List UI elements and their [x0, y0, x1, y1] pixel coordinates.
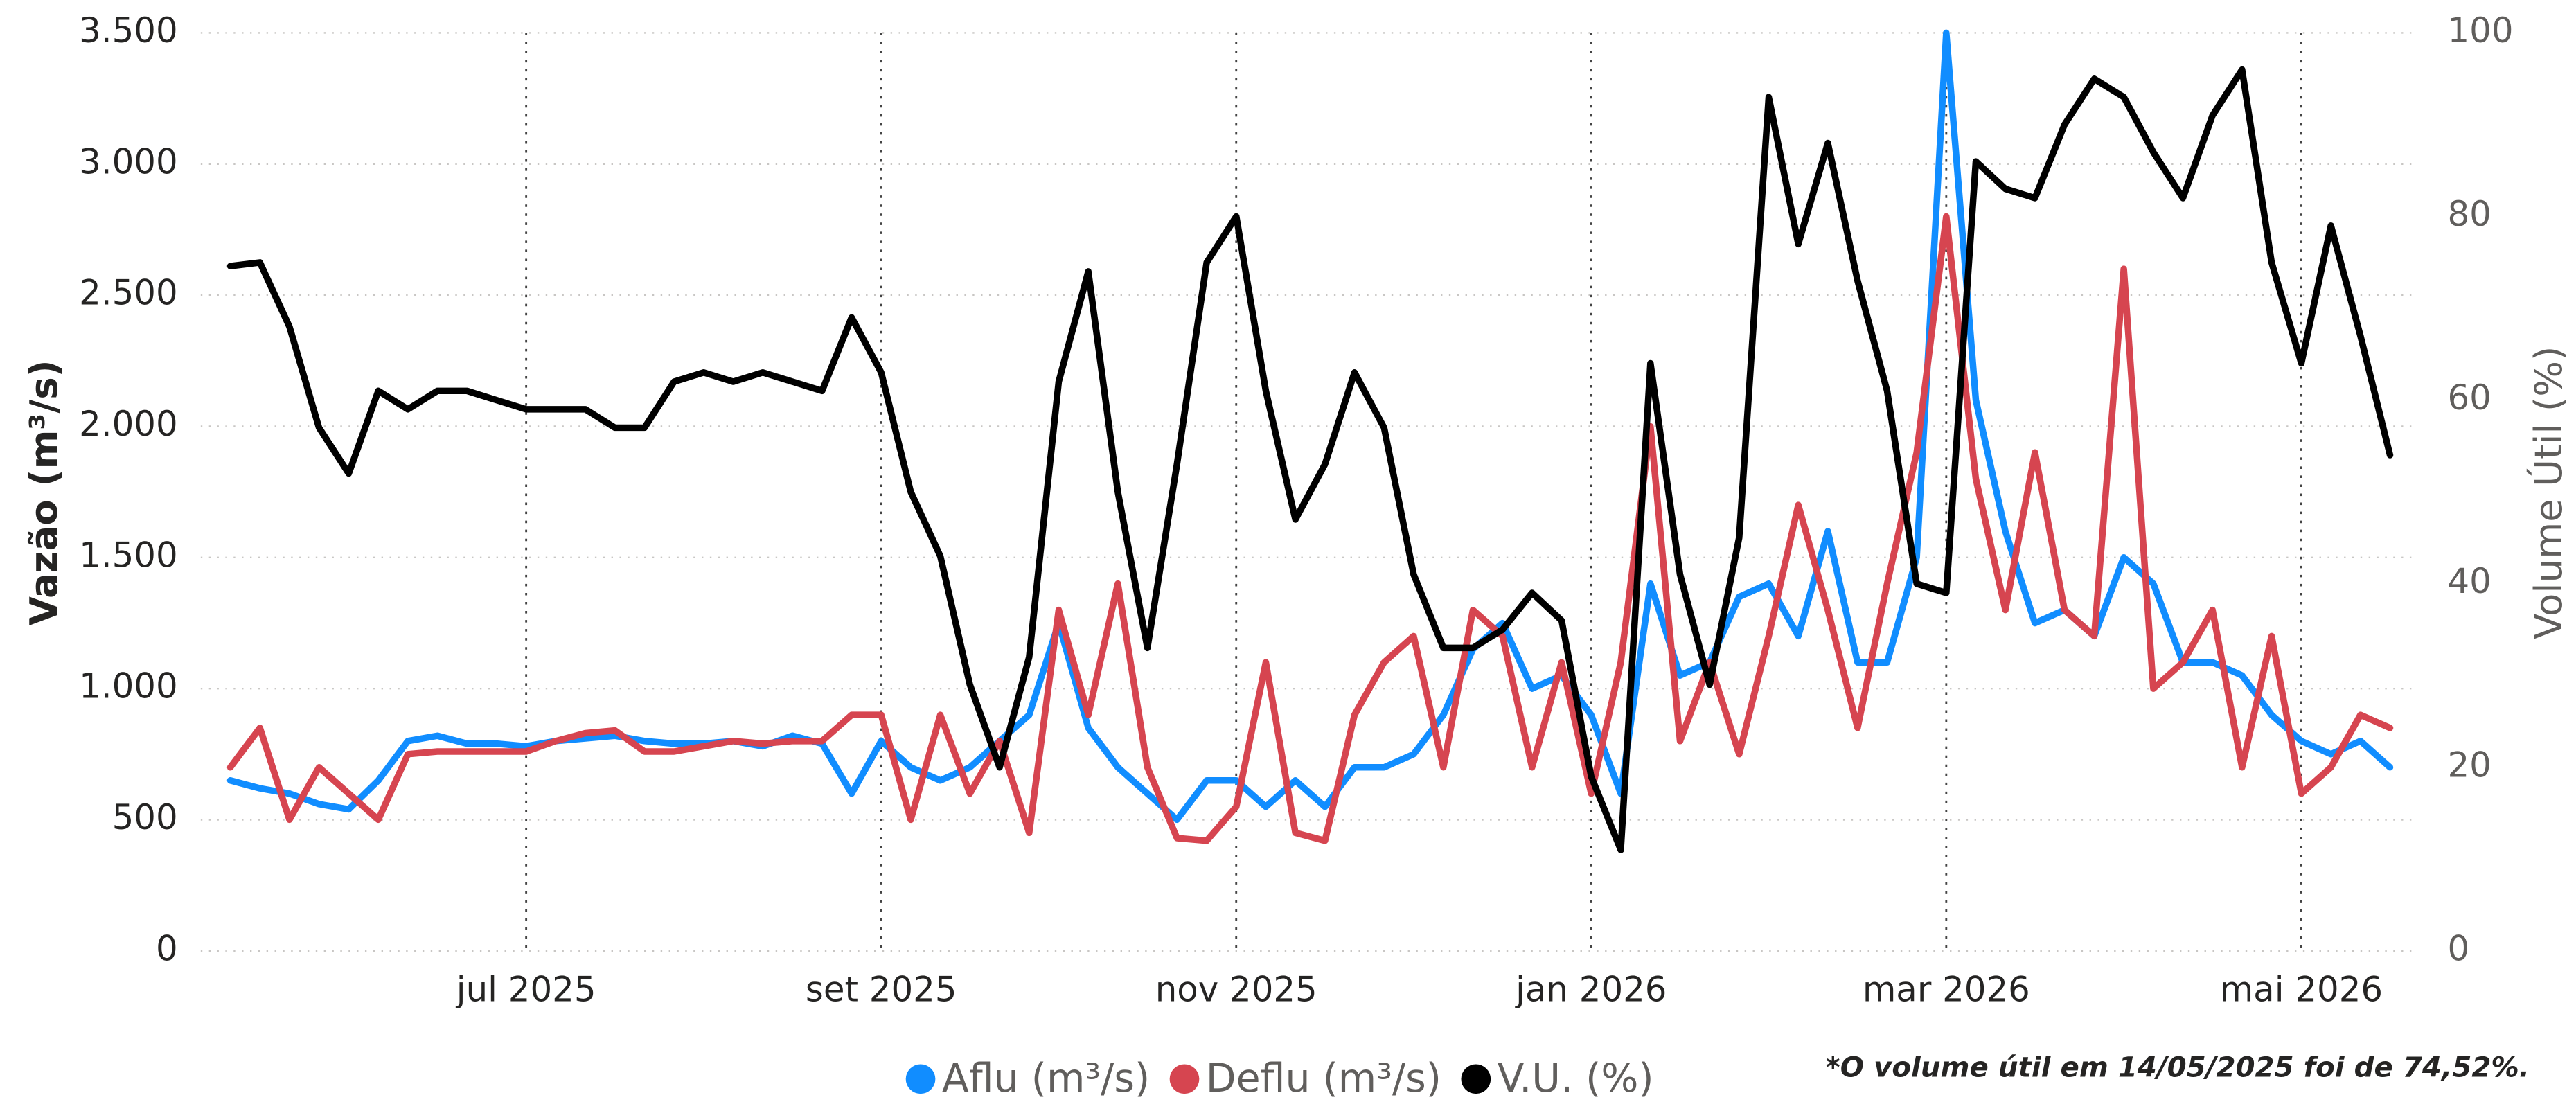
x-tick-label: jul 2025	[456, 970, 596, 1010]
y-tick-label: 3.500	[79, 10, 178, 51]
y2-tick-label: 100	[2447, 10, 2513, 51]
series-line	[226, 213, 2394, 844]
y-tick-label: 0	[156, 928, 178, 968]
x-tick-label: mai 2026	[2220, 970, 2383, 1010]
legend-label: Deflu (m³/s)	[1206, 1056, 1441, 1101]
y2-tick-label: 40	[2447, 561, 2491, 601]
y2-tick-label: 80	[2447, 194, 2491, 234]
x-tick-label: jan 2026	[1515, 970, 1667, 1010]
x-tick-label: set 2025	[806, 970, 957, 1010]
series-line	[226, 66, 2394, 853]
legend-label: Aflu (m³/s)	[942, 1056, 1150, 1101]
y-tick-label: 1.500	[79, 535, 178, 575]
legend-label: V.U. (%)	[1498, 1056, 1654, 1101]
legend-marker	[1461, 1064, 1491, 1094]
legend-marker	[905, 1064, 936, 1094]
series-line	[226, 29, 2394, 824]
y2-tick-label: 0	[2447, 928, 2469, 968]
y-tick-label: 1.000	[79, 666, 178, 706]
y-tick-label: 3.000	[79, 141, 178, 181]
note: *O volume útil em 14/05/2025 foi de 74,5…	[1826, 1051, 2530, 1084]
legend-marker	[1169, 1064, 1200, 1094]
y-tick-label: 500	[112, 797, 178, 837]
y2-tick-label: 60	[2447, 377, 2491, 418]
x-tick-label: mar 2026	[1863, 970, 2030, 1010]
y-tick-label: 2.500	[79, 273, 178, 313]
y-axis-title: Vazão (m³/s)	[21, 359, 66, 625]
y2-tick-label: 20	[2447, 745, 2491, 785]
y-tick-label: 2.000	[79, 404, 178, 444]
x-tick-label: nov 2025	[1155, 970, 1317, 1010]
y2-axis-title: Volume Útil (%)	[2526, 346, 2570, 639]
